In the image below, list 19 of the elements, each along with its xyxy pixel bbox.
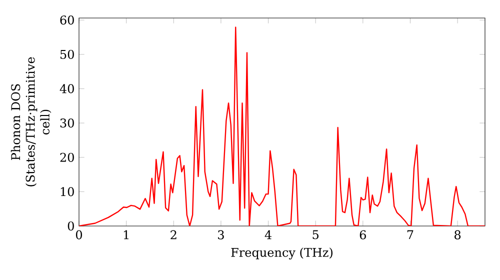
- y-tick-label: 40: [60, 84, 74, 94]
- x-tick-label: 3: [218, 230, 224, 240]
- y-tick-label: 20: [60, 152, 74, 162]
- y-tick-label: 60: [60, 16, 74, 25]
- x-tick-label: 4: [264, 230, 272, 240]
- x-tick-label: 6: [360, 230, 366, 240]
- x-tick-label: 8: [454, 230, 461, 240]
- x-tick-label: 7: [407, 230, 414, 240]
- y-axis-title: Phonon DOS (States/THz·primitive cell): [10, 57, 52, 186]
- line-series: [79, 26, 485, 226]
- y-tick-label: 0: [68, 221, 74, 231]
- x-tick-label: 1: [124, 230, 128, 240]
- x-tick-label: 0: [76, 230, 82, 240]
- y-tick-label: 50: [60, 50, 74, 59]
- x-tick-label: 5: [312, 230, 318, 240]
- y-tick-label: 10: [60, 187, 74, 196]
- x-tick-label: 2: [170, 230, 176, 240]
- x-axis-title: Frequency (THz): [231, 248, 332, 260]
- y-tick-label: 30: [60, 118, 74, 128]
